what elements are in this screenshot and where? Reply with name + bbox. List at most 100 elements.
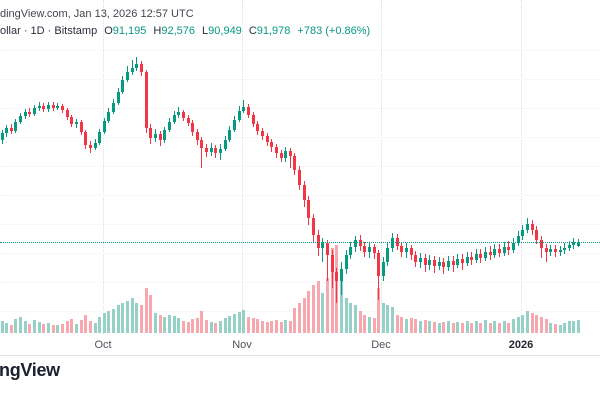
volume-bar (377, 288, 381, 333)
volume-bar (498, 323, 502, 333)
candle-body (530, 223, 534, 230)
tradingview-logo-partial[interactable]: ngView (0, 360, 60, 380)
candle-body (107, 111, 111, 121)
candle-body (51, 104, 55, 108)
candle-body (23, 111, 27, 116)
candle-body (302, 184, 306, 200)
candle-body (470, 256, 474, 260)
x-axis-label-nov[interactable]: Nov (232, 339, 252, 351)
volume-bar (140, 305, 143, 333)
candle-body (428, 259, 432, 265)
volume-bar (70, 319, 74, 333)
x-axis-label-2026[interactable]: 2026 (508, 339, 534, 351)
volume-bar (558, 325, 562, 333)
candle-body (251, 114, 255, 124)
symbol-name-partial[interactable]: ollar · 1D · Bitstamp (0, 25, 98, 37)
candle-body (493, 248, 497, 255)
volume-bar (549, 323, 553, 333)
volume-bar (79, 320, 83, 333)
candle-body (93, 142, 97, 148)
volume-bar (488, 323, 492, 333)
candle-body (163, 129, 167, 140)
candle-body (353, 239, 357, 247)
candle-body (140, 63, 143, 72)
volume-bar (423, 320, 427, 333)
volume-bar (442, 322, 446, 333)
volume-bar (149, 295, 153, 333)
last-price-line (0, 242, 600, 243)
horizontal-gridline (0, 108, 600, 109)
candle-body (498, 248, 502, 253)
candle-body (256, 123, 260, 131)
volume-bar (9, 325, 13, 333)
volume-bar (228, 316, 232, 333)
candle-body (386, 247, 390, 262)
candle-body (563, 247, 567, 250)
candle-body (339, 268, 343, 281)
volume-bar (484, 320, 488, 333)
volume-bar (200, 311, 204, 333)
candle-body (558, 249, 562, 252)
volume-bar (437, 323, 441, 333)
candle-body (60, 105, 64, 110)
volume-bar (577, 320, 581, 333)
candle-body (70, 116, 74, 124)
candle-body (446, 260, 450, 267)
candle-body (367, 246, 371, 252)
volume-bar (456, 322, 460, 333)
candle-body (484, 251, 488, 258)
volume-bar (539, 317, 543, 333)
x-axis-label-dec[interactable]: Dec (371, 339, 391, 351)
candle-body (116, 91, 120, 103)
candle-body (223, 139, 227, 149)
candle-body (130, 67, 134, 72)
horizontal-gridline (0, 195, 600, 196)
volume-bar (516, 317, 520, 333)
candle-body (414, 254, 418, 262)
volume-bar (535, 315, 539, 333)
close-value: 91,978 (256, 25, 291, 37)
volume-bar (42, 324, 46, 333)
volume-bar (293, 308, 297, 333)
vertical-gridline (381, 0, 382, 334)
candle-body (274, 146, 278, 153)
volume-bar (386, 305, 390, 333)
volume-bar (177, 318, 181, 333)
candle-body (479, 253, 483, 258)
candle-body (400, 245, 404, 252)
candle-body (488, 251, 492, 255)
candle-body (349, 246, 353, 255)
candle-body (539, 239, 543, 248)
horizontal-gridline (0, 137, 600, 138)
volume-bar (23, 321, 27, 333)
volume-bar (47, 323, 50, 333)
volume-bar (279, 322, 283, 333)
volume-bar (316, 281, 320, 333)
candle-body (474, 253, 478, 260)
candle-body (363, 245, 367, 252)
volume-bar (479, 323, 483, 333)
volume-bar (102, 313, 106, 333)
x-axis-label-oct[interactable]: Oct (94, 339, 112, 351)
candle-body (135, 63, 139, 68)
candle-body (200, 139, 204, 148)
vertical-gridline (103, 0, 104, 334)
volume-bar (395, 315, 399, 333)
volume-bar (126, 301, 130, 333)
volume-bar (451, 323, 455, 333)
candlestick-pane[interactable] (0, 0, 600, 356)
volume-bar (65, 321, 69, 333)
volume-bar (312, 285, 316, 333)
candle-body (56, 105, 60, 108)
volume-bar (512, 319, 515, 333)
candle-body (516, 235, 520, 243)
volume-bar (74, 324, 78, 333)
candle-body (195, 131, 199, 140)
candle-wick (545, 243, 547, 262)
candle-body (167, 121, 171, 130)
candle-body (84, 131, 88, 145)
candle-body (47, 104, 50, 109)
candle-body (79, 121, 83, 132)
volume-bar (521, 315, 525, 333)
volume-bar (237, 312, 241, 333)
